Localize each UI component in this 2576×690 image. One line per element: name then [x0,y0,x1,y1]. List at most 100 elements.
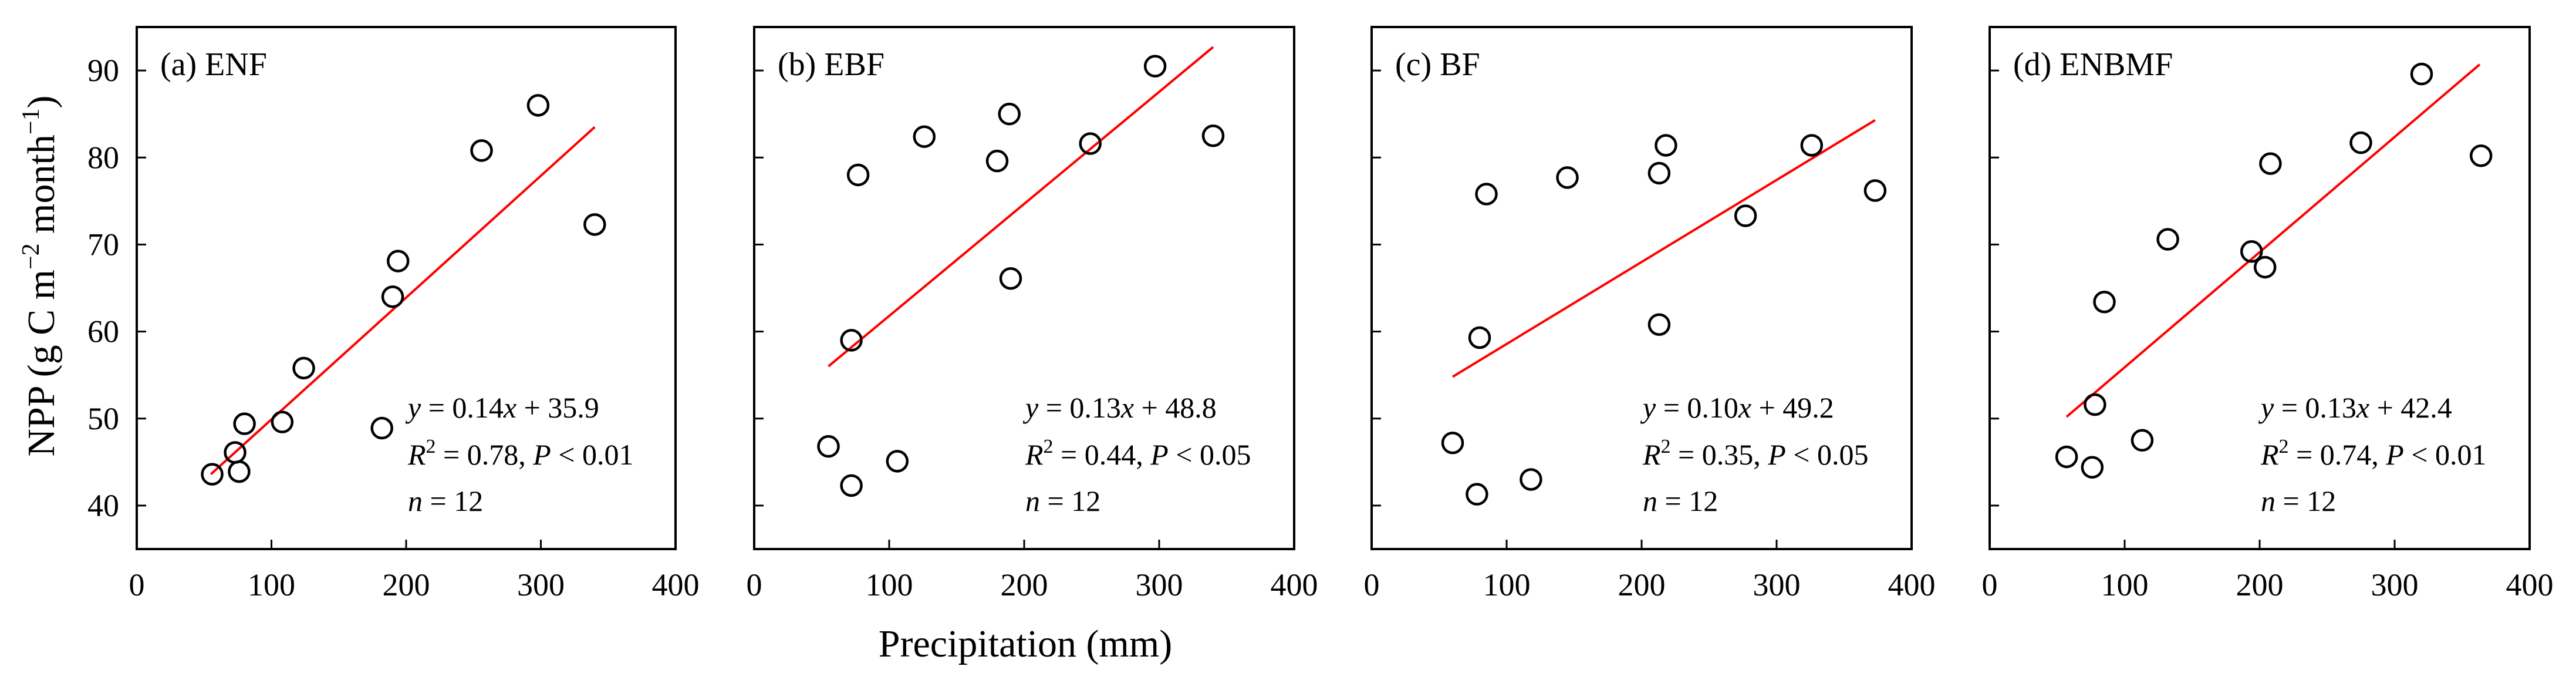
data-point [2084,393,2106,416]
data-point [2093,290,2116,314]
panel-title: (a) ENF [160,46,267,83]
panel-4: 0 100 200 300 400 (d) ENBMF y = 0.13x + 42.4 R2… [1982,26,2554,603]
data-point [201,463,224,486]
data-point [1647,313,1671,336]
regression-equation: y = 0.13x + 42.4 [2258,391,2452,424]
data-point [526,94,550,117]
data-point [886,450,909,473]
data-point [2259,152,2282,175]
x-tick-label: 100 [1483,567,1531,603]
data-point [381,285,404,308]
data-point [999,267,1022,290]
x-tick-label: 200 [1001,567,1048,603]
x-tick-label: 300 [2371,567,2419,603]
regression-stats: R2 = 0.78, P < 0.01 [407,436,634,471]
data-point [2081,456,2104,479]
data-point [1441,431,1464,455]
x-tick-label: 200 [1618,567,1666,603]
sample-size: n = 12 [2261,484,2336,517]
x-tick-label: 300 [517,567,565,603]
regression-stats: R2 = 0.44, P < 0.05 [1025,436,1251,471]
regression-equation: y = 0.13x + 48.8 [1022,391,1217,424]
x-tick-label: 200 [2236,567,2284,603]
x-tick-label: 100 [866,567,913,603]
data-point [2156,228,2179,251]
data-point [840,474,863,497]
x-tick-label: 0 [129,567,145,603]
y-tick-label: 80 [87,140,119,175]
data-point [2253,255,2277,279]
x-tick-label: 300 [1136,567,1183,603]
x-tick-label: 400 [2506,567,2554,603]
panel-title: (b) EBF [778,46,884,83]
data-point [2240,240,2263,263]
sample-size: n = 12 [1643,484,1718,517]
data-point [1520,468,1542,491]
y-axis-title: NPP (g C m−2 month−1) [18,95,63,456]
data-point [817,435,840,458]
regression-equation: y = 0.10x + 49.2 [1640,391,1834,424]
y-tick-label: 90 [87,53,119,88]
regression-equation: y = 0.14x + 35.9 [405,391,599,424]
data-point [2349,131,2372,154]
data-point [1143,55,1167,78]
data-point [1734,204,1757,227]
panel-2: 0 100 200 300 400 (b) EBF y = 0.13x + 48.8 R2 =… [747,26,1318,603]
data-point [1556,166,1579,189]
data-point [1475,183,1498,206]
data-point [2131,429,2154,452]
x-tick-label: 0 [747,567,762,603]
regression-line [2065,63,2481,418]
data-point [2469,144,2493,167]
panel-1: 0 100 200 300 400 40 50 60 70 80 90 (a) ENF y = 0.14… [87,26,700,603]
data-point [985,149,1009,173]
data-point [271,410,294,433]
y-tick-label: 60 [87,314,119,349]
data-point [470,139,493,162]
data-point [228,460,251,483]
y-tick-label: 40 [87,488,119,523]
data-point [386,250,410,272]
data-point [1468,326,1491,349]
data-point [2410,62,2433,86]
data-point [913,125,936,148]
data-point [1863,179,1887,202]
data-point [1800,134,1824,157]
x-tick-label: 0 [1364,567,1380,603]
x-tick-label: 100 [248,567,295,603]
data-point [840,329,863,352]
data-point [1647,161,1671,185]
sample-size: n = 12 [408,484,483,517]
x-axis-title: Precipitation (mm) [879,622,1172,665]
x-tick-label: 400 [1888,567,1936,603]
data-point [1201,124,1225,147]
panel-title: (c) BF [1395,46,1480,83]
y-tick-label: 70 [87,227,119,262]
regression-stats: R2 = 0.74, P < 0.01 [2260,436,2487,471]
data-point [1655,134,1677,157]
data-point [292,356,315,380]
data-point [2055,445,2078,469]
data-point [846,163,870,187]
data-point [1079,132,1102,155]
data-point [370,416,393,440]
data-point [998,102,1021,126]
x-tick-label: 300 [1753,567,1801,603]
data-point [1466,483,1488,506]
regression-line [1451,119,1876,378]
data-point [233,412,256,435]
x-tick-label: 400 [652,567,700,603]
x-tick-label: 400 [1271,567,1318,603]
data-point [583,213,606,236]
panel-title: (d) ENBMF [2013,46,2173,83]
regression-line [828,46,1214,368]
y-tick-label: 50 [87,401,119,436]
panels: 0 100 200 300 400 40 50 60 70 80 90 (a) ENF y = 0.14… [87,26,2554,603]
sample-size: n = 12 [1025,484,1100,517]
regression-stats: R2 = 0.35, P < 0.05 [1642,436,1869,471]
x-tick-label: 200 [383,567,430,603]
x-tick-label: 100 [2101,567,2149,603]
x-tick-label: 0 [1982,567,1998,603]
panel-3: 0 100 200 300 400 (c) BF y = 0.10x + 49.2 R2 = … [1364,26,1936,603]
